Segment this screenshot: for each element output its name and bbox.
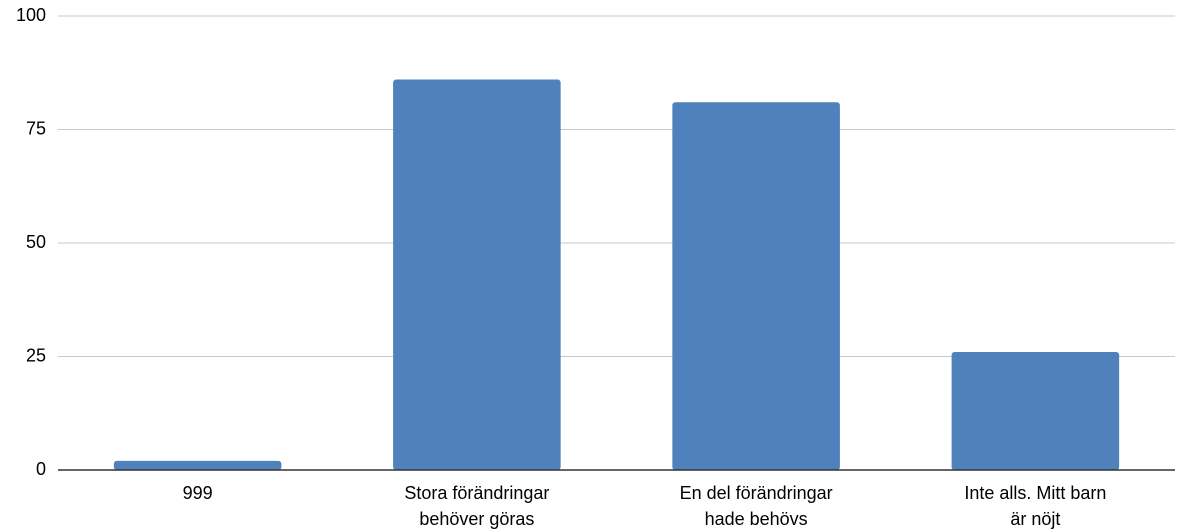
y-tick-label: 25 xyxy=(26,345,46,365)
y-tick-label: 100 xyxy=(16,5,46,25)
bar xyxy=(113,460,282,470)
bar xyxy=(951,351,1120,470)
y-tick-label: 75 xyxy=(26,118,46,138)
x-tick-label: 999 xyxy=(183,483,213,503)
x-tick-label: Inte alls. Mitt barn är nöjt xyxy=(964,483,1106,529)
x-tick-label: Stora förändringar behöver göras xyxy=(404,483,549,529)
y-tick-label: 50 xyxy=(26,232,46,252)
x-tick-label: En del förändringar hade behövs xyxy=(680,483,833,529)
bar xyxy=(393,79,561,470)
y-tick-label: 0 xyxy=(36,459,46,479)
bar xyxy=(672,102,840,470)
